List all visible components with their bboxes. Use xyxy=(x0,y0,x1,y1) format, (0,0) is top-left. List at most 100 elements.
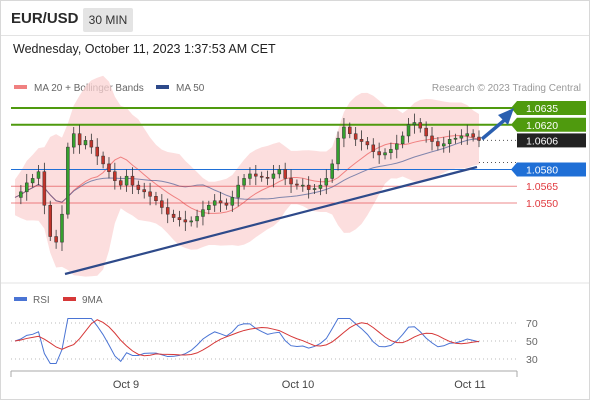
candle-body xyxy=(265,177,270,179)
candle-body xyxy=(142,189,146,193)
candle-body xyxy=(389,149,393,153)
candle-body xyxy=(324,178,329,186)
candle-body xyxy=(201,209,205,217)
candle-body xyxy=(395,143,399,150)
credit-label: Research © 2023 Trading Central xyxy=(432,83,581,94)
candle-body xyxy=(77,133,82,146)
candle-body xyxy=(107,163,111,172)
candle-body xyxy=(124,175,129,186)
candle-body xyxy=(430,135,434,142)
candle-body xyxy=(447,139,452,145)
candle-body xyxy=(160,200,164,208)
x-tick-label-1: Oct 10 xyxy=(282,379,314,391)
candle-body xyxy=(400,135,405,145)
candle-body xyxy=(348,126,352,134)
candle-body xyxy=(242,178,246,186)
candle-body xyxy=(71,133,76,148)
candle-body xyxy=(66,146,70,215)
candle-body xyxy=(218,200,223,204)
level-label-5: 1.0550 xyxy=(526,198,558,210)
candle-body xyxy=(165,207,170,215)
timeframe-button[interactable]: 30 MIN xyxy=(83,8,133,32)
candle-body xyxy=(353,133,358,140)
rsi-ma-line xyxy=(14,319,480,357)
legend-swatch xyxy=(156,85,169,89)
candle-body xyxy=(177,217,182,221)
candle-body xyxy=(477,136,481,141)
last-price-tag xyxy=(517,133,586,148)
candle-body xyxy=(113,171,117,181)
trendline xyxy=(64,165,478,276)
candle-body xyxy=(330,163,334,179)
level-tag-1 xyxy=(511,117,586,132)
level-tag-3 xyxy=(511,162,586,177)
candle-body xyxy=(148,191,152,197)
legend-swatch xyxy=(14,85,27,89)
candle-body xyxy=(259,175,264,178)
top-bar: EUR/USD 30 MIN xyxy=(1,1,589,36)
candle-body xyxy=(254,173,258,177)
rsi-legend-label: RSI xyxy=(33,295,50,306)
candle-body xyxy=(418,122,423,129)
ma50-line xyxy=(14,138,480,203)
ma20-line xyxy=(14,135,480,214)
ma9-legend-label: 9MA xyxy=(82,295,103,306)
rsi-tick-1: 50 xyxy=(526,336,538,348)
x-tick-label-2: Oct 11 xyxy=(454,379,486,391)
candle-body xyxy=(118,180,123,186)
last-price-label: 1.0606 xyxy=(526,135,558,147)
candle-body xyxy=(295,183,299,186)
candle-body xyxy=(36,171,41,179)
candle-body xyxy=(224,202,229,206)
candle-body xyxy=(48,204,52,237)
level-label-1: 1.0620 xyxy=(526,120,558,132)
candle-body xyxy=(459,135,464,139)
candle-body xyxy=(301,184,305,187)
candle-body xyxy=(30,178,35,184)
candle-body xyxy=(54,236,58,243)
candle-body xyxy=(424,127,428,137)
candle-body xyxy=(406,124,411,137)
candle-body xyxy=(271,173,276,179)
candle-body xyxy=(89,140,94,148)
bollinger-band xyxy=(15,75,479,277)
candle-body xyxy=(277,169,282,175)
candle-body xyxy=(230,197,235,206)
forecast-arrow-shaft xyxy=(480,116,509,141)
symbol-label: EUR/USD xyxy=(11,10,79,27)
candle-body xyxy=(359,139,364,142)
ma9-legend-swatch xyxy=(63,297,76,301)
candle-body xyxy=(377,151,381,156)
level-label-0: 1.0635 xyxy=(526,103,558,115)
legend-label-1: MA 50 xyxy=(176,83,205,94)
candle-body xyxy=(195,216,199,222)
candle-body xyxy=(83,140,88,146)
datetime-label: Wednesday, October 11, 2023 1:37:53 AM C… xyxy=(13,42,276,56)
candle-body xyxy=(189,220,193,223)
candle-body xyxy=(312,188,317,190)
candle-body xyxy=(19,191,23,198)
candle-body xyxy=(212,200,217,206)
forecast-arrow-head xyxy=(498,108,514,125)
rsi-tick-0: 70 xyxy=(526,318,538,330)
candle-body xyxy=(318,184,323,189)
candle-body xyxy=(412,122,417,126)
candle-body xyxy=(342,126,346,139)
candle-body xyxy=(465,133,470,137)
candle-body xyxy=(183,219,188,223)
candle-body xyxy=(471,133,475,138)
candle-body xyxy=(453,137,458,140)
candle-body xyxy=(154,196,158,202)
candle-body xyxy=(60,213,64,243)
candle-body xyxy=(101,155,105,165)
candle-body xyxy=(171,213,176,218)
candle-body xyxy=(283,169,287,179)
candle-body xyxy=(207,204,211,210)
candle-body xyxy=(383,152,387,156)
level-tag-0 xyxy=(511,101,586,115)
candle-body xyxy=(442,143,446,147)
x-tick-label-0: Oct 9 xyxy=(113,379,139,391)
candle-body xyxy=(236,184,240,198)
